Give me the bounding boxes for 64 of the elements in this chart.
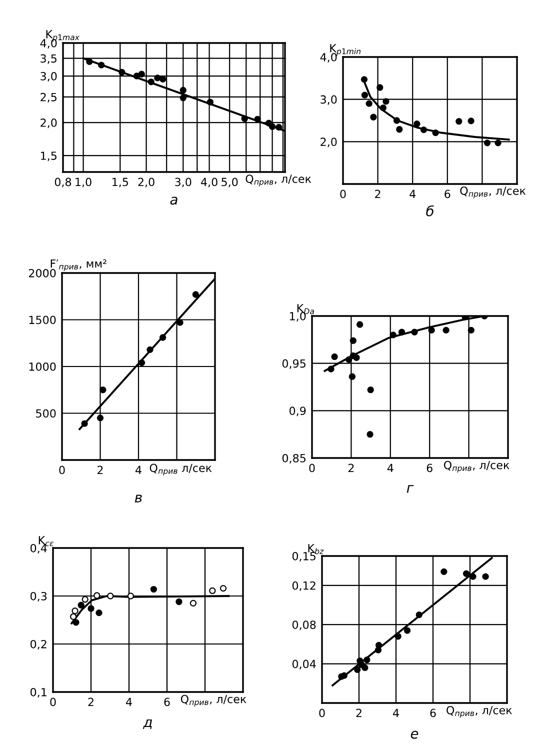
text: в <box>134 494 142 502</box>
x-tick-label: 6 <box>426 464 432 472</box>
x-axis-title: Q$_{прив}$, л/сек <box>460 186 526 198</box>
y-tick-label: 2000 <box>28 268 56 278</box>
x-tick-label: 4 <box>410 190 416 198</box>
y-tick-label: 0,04 <box>292 660 316 670</box>
x-tick-label: 0 <box>59 466 65 474</box>
text: е <box>410 730 418 739</box>
x-tick-label: 2 <box>98 466 103 474</box>
x-tick-label: 2 <box>348 464 354 472</box>
x-tick-label: 6 <box>430 708 436 718</box>
x-tick-label: 5,0 <box>222 178 238 188</box>
y-tick-label: 1,5 <box>40 152 56 162</box>
x-tick-label: 6 <box>164 698 170 706</box>
y-tick-label: 0,95 <box>282 359 306 369</box>
y-tick-label: 0,9 <box>290 406 306 416</box>
y-tick-label: 0,1 <box>30 688 46 698</box>
y-axis-title: K$_{cε}$ <box>38 536 54 546</box>
x-tick-label: 6 <box>444 190 450 198</box>
x-tick-label: 3,0 <box>175 178 192 188</box>
y-tick-label: 0,85 <box>282 454 306 464</box>
x-tick-label: 2 <box>88 698 94 706</box>
x-tick-label: 0,8 <box>54 178 72 188</box>
text: д <box>143 719 152 729</box>
x-axis-title: Q$_{прив}$, л/сек <box>444 460 510 473</box>
y-tick-label: 2,5 <box>40 92 56 102</box>
y-tick-label: 3,0 <box>40 72 57 82</box>
x-tick-label: 4 <box>126 698 132 706</box>
x-axis-title: Q$_{прив}$, л/сек <box>180 694 246 707</box>
y-tick-label: 3,0 <box>320 95 337 105</box>
x-tick-label: 4 <box>136 466 142 474</box>
x-tick-label: 0 <box>340 190 346 198</box>
x-tick-label: 2,0 <box>138 178 154 188</box>
x-tick-label: 2 <box>356 708 362 717</box>
x-tick-label: 2 <box>375 190 380 198</box>
y-axis-title: K$_{bz}$ <box>308 544 324 554</box>
y-tick-label: 500 <box>36 409 56 418</box>
y-tick-label: 2,0 <box>320 138 337 148</box>
y-tick-label: 1500 <box>29 316 56 324</box>
text: а <box>170 196 178 205</box>
x-tick-label: 4 <box>393 708 399 717</box>
x-tick-label: 1,5 <box>112 178 128 188</box>
text: б <box>426 205 434 216</box>
y-tick-label: 2,0 <box>40 118 57 128</box>
y-tick-label: 0,08 <box>292 620 316 630</box>
x-axis-title: Q$_{прив}$ л/сек <box>150 464 212 476</box>
y-tick-label: 1,0 <box>290 312 306 322</box>
x-tick-label: 0 <box>319 708 325 718</box>
y-tick-label: 1000 <box>29 362 56 371</box>
x-axis-title: Q$_{прив}$, л/сек <box>446 706 512 718</box>
x-axis-title: Q$_{прив}$, л/сек <box>246 174 312 186</box>
x-tick-label: 4 <box>387 464 394 472</box>
x-tick-label: 4,0 <box>201 178 218 188</box>
y-tick-label: 0,2 <box>30 640 46 650</box>
y-tick-label: 0,15 <box>292 552 316 562</box>
y-tick-label: 0,4 <box>30 544 47 554</box>
y-tick-label: 0,3 <box>30 592 47 602</box>
y-tick-label: 0,12 <box>292 581 316 591</box>
x-tick-label: 0 <box>50 698 56 706</box>
x-tick-label: 0 <box>309 464 315 472</box>
x-tick-label: 1,0 <box>76 178 92 188</box>
y-tick-label: 4,0 <box>320 52 337 63</box>
text: г <box>406 485 414 493</box>
y-tick-label: 3,5 <box>40 54 56 64</box>
